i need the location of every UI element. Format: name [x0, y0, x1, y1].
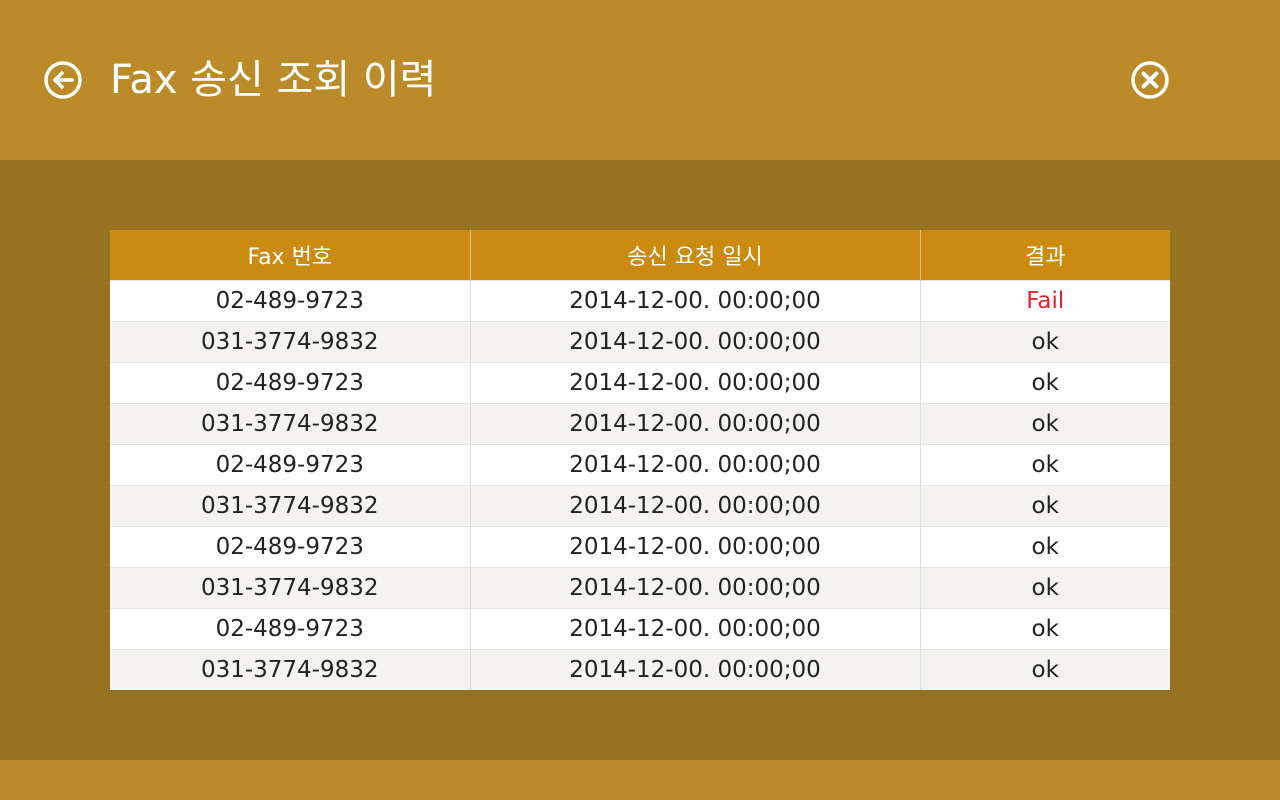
table-row[interactable]: 02-489-9723 2014-12-00. 00:00;00 ok [110, 362, 1170, 404]
result-cell: ok [919, 321, 1170, 363]
table-row[interactable]: 02-489-9723 2014-12-00. 00:00;00 ok [110, 608, 1170, 650]
request-datetime-cell: 2014-12-00. 00:00;00 [469, 567, 920, 609]
request-datetime-cell: 2014-12-00. 00:00;00 [469, 526, 920, 568]
column-header-result: 결과 [919, 230, 1170, 281]
fax-history-table: Fax 번호 송신 요청 일시 결과 02-489-9723 2014-12-0… [110, 230, 1170, 690]
fax-number-cell: 031-3774-9832 [110, 649, 470, 690]
request-datetime-cell: 2014-12-00. 00:00;00 [469, 608, 920, 650]
fax-number-cell: 031-3774-9832 [110, 403, 470, 445]
table-row[interactable]: 031-3774-9832 2014-12-00. 00:00;00 ok [110, 567, 1170, 609]
fax-history-table-container: Fax 번호 송신 요청 일시 결과 02-489-9723 2014-12-0… [110, 230, 1170, 690]
result-cell: ok [919, 526, 1170, 568]
table-row[interactable]: 02-489-9723 2014-12-00. 00:00;00 ok [110, 444, 1170, 486]
request-datetime-cell: 2014-12-00. 00:00;00 [469, 362, 920, 404]
fax-number-cell: 031-3774-9832 [110, 485, 470, 527]
result-cell: ok [919, 649, 1170, 690]
table-row[interactable]: 031-3774-9832 2014-12-00. 00:00;00 ok [110, 485, 1170, 527]
result-cell: ok [919, 567, 1170, 609]
result-cell: ok [919, 403, 1170, 445]
request-datetime-cell: 2014-12-00. 00:00;00 [469, 444, 920, 486]
footer-bar [0, 760, 1280, 800]
fax-number-cell: 02-489-9723 [110, 526, 470, 568]
result-cell: ok [919, 485, 1170, 527]
fax-number-cell: 02-489-9723 [110, 608, 470, 650]
header-bar: Fax 송신 조회 이력 [0, 0, 1280, 160]
request-datetime-cell: 2014-12-00. 00:00;00 [469, 649, 920, 690]
column-header-fax-number: Fax 번호 [110, 230, 470, 281]
close-icon[interactable] [1130, 60, 1170, 100]
table-header: Fax 번호 송신 요청 일시 결과 [110, 230, 1170, 281]
fax-number-cell: 02-489-9723 [110, 444, 470, 486]
fax-number-cell: 02-489-9723 [110, 280, 470, 322]
fax-number-cell: 031-3774-9832 [110, 567, 470, 609]
table-row[interactable]: 02-489-9723 2014-12-00. 00:00;00 Fail [110, 280, 1170, 322]
table-row[interactable]: 031-3774-9832 2014-12-00. 00:00;00 ok [110, 403, 1170, 445]
column-header-request-datetime: 송신 요청 일시 [469, 230, 920, 281]
request-datetime-cell: 2014-12-00. 00:00;00 [469, 485, 920, 527]
fax-number-cell: 031-3774-9832 [110, 321, 470, 363]
back-arrow-icon[interactable] [43, 60, 83, 100]
table-row[interactable]: 031-3774-9832 2014-12-00. 00:00;00 ok [110, 321, 1170, 363]
table-row[interactable]: 02-489-9723 2014-12-00. 00:00;00 ok [110, 526, 1170, 568]
result-cell: Fail [919, 280, 1170, 322]
request-datetime-cell: 2014-12-00. 00:00;00 [469, 321, 920, 363]
fax-number-cell: 02-489-9723 [110, 362, 470, 404]
table-row[interactable]: 031-3774-9832 2014-12-00. 00:00;00 ok [110, 649, 1170, 690]
page-title: Fax 송신 조회 이력 [110, 57, 437, 103]
table-header-row: Fax 번호 송신 요청 일시 결과 [110, 230, 1170, 281]
table-body: 02-489-9723 2014-12-00. 00:00;00 Fail 03… [110, 280, 1170, 690]
request-datetime-cell: 2014-12-00. 00:00;00 [469, 280, 920, 322]
result-cell: ok [919, 362, 1170, 404]
result-cell: ok [919, 608, 1170, 650]
result-cell: ok [919, 444, 1170, 486]
request-datetime-cell: 2014-12-00. 00:00;00 [469, 403, 920, 445]
